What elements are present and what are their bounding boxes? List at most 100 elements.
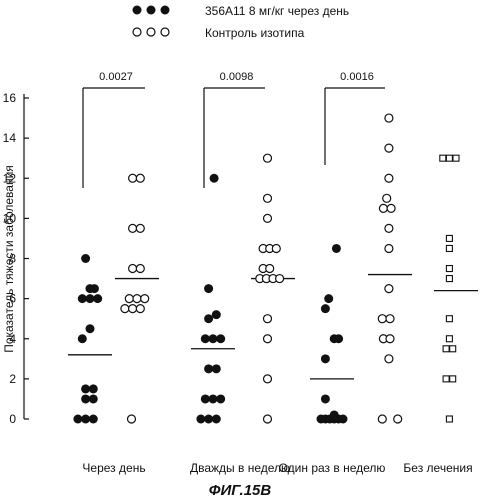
data-point-square <box>446 235 452 241</box>
data-point-square <box>446 276 452 282</box>
category-label: Через день <box>82 461 145 475</box>
data-point-square <box>450 376 456 382</box>
y-tick-label: 4 <box>9 332 16 346</box>
data-point-open <box>379 204 387 212</box>
data-point-filled <box>204 364 213 373</box>
data-point-filled <box>334 334 343 343</box>
data-point-open <box>264 214 272 222</box>
legend-item-control: Контроль изотипа <box>133 26 305 40</box>
data-point-filled <box>209 334 218 343</box>
data-point-open <box>264 315 272 323</box>
category-labels: Через деньДважды в неделюОдин раз в неде… <box>82 461 472 475</box>
data-point-open <box>385 174 393 182</box>
data-point-open <box>141 295 149 303</box>
p-value-label: 0.0027 <box>99 71 133 83</box>
p-value-label: 0.0016 <box>340 71 374 83</box>
data-point-filled <box>321 304 330 313</box>
data-point-filled <box>209 394 218 403</box>
legend-label-control: Контроль изотипа <box>205 26 305 40</box>
data-point-open <box>385 144 393 152</box>
data-point-open <box>385 114 393 122</box>
data-point-open <box>136 174 144 182</box>
data-point-filled <box>212 310 221 319</box>
data-point-open <box>129 174 137 182</box>
data-point-open <box>394 415 402 423</box>
data-points <box>73 114 459 423</box>
data-point-open <box>386 315 394 323</box>
data-point-square <box>443 346 449 352</box>
data-point-filled <box>204 284 213 293</box>
y-tick-label: 6 <box>9 292 16 306</box>
data-point-filled <box>204 314 213 323</box>
legend-open-circle-3 <box>161 28 169 36</box>
data-point-open <box>264 375 272 383</box>
data-point-filled <box>196 415 205 424</box>
y-tick-label: 16 <box>3 91 17 105</box>
data-point-filled <box>89 415 98 424</box>
data-point-filled <box>212 364 221 373</box>
data-point-open <box>386 335 394 343</box>
data-point-filled <box>324 294 333 303</box>
data-point-filled <box>212 415 221 424</box>
data-point-open <box>385 355 393 363</box>
data-point-square <box>450 346 456 352</box>
data-point-filled <box>90 284 99 293</box>
data-point-filled <box>93 294 102 303</box>
data-point-filled <box>216 334 225 343</box>
data-point-filled <box>86 294 95 303</box>
y-tick-label: 10 <box>3 211 17 225</box>
category-label: Один раз в неделю <box>279 461 386 475</box>
data-point-open <box>136 265 144 273</box>
category-label: Без лечения <box>403 461 472 475</box>
legend-label-treated: 356А11 8 мг/кг через день <box>205 4 349 18</box>
data-point-filled <box>89 384 98 393</box>
legend-item-treated: 356А11 8 мг/кг через день <box>133 4 350 18</box>
data-point-open <box>125 295 133 303</box>
data-point-open <box>129 224 137 232</box>
data-point-filled <box>210 174 219 183</box>
data-point-square <box>443 376 449 382</box>
legend-filled-circle-2 <box>147 6 156 15</box>
data-point-filled <box>81 254 90 263</box>
data-point-open <box>264 415 272 423</box>
data-point-filled <box>78 294 87 303</box>
data-point-open <box>264 154 272 162</box>
legend-open-circle-2 <box>147 28 155 36</box>
data-point-open <box>385 244 393 252</box>
data-point-open <box>378 315 386 323</box>
data-point-open <box>385 224 393 232</box>
data-point-open <box>129 305 137 313</box>
data-point-open <box>264 194 272 202</box>
data-point-square <box>440 155 446 161</box>
data-point-open <box>129 265 137 273</box>
data-point-open <box>378 415 386 423</box>
data-point-filled <box>321 394 330 403</box>
data-point-open <box>136 224 144 232</box>
chart-legend: 356А11 8 мг/кг через день Контроль изоти… <box>133 4 350 40</box>
data-point-filled <box>321 354 330 363</box>
data-point-open <box>276 275 284 283</box>
data-point-square <box>446 336 452 342</box>
data-point-filled <box>73 415 82 424</box>
data-point-filled <box>86 324 95 333</box>
data-point-filled <box>339 415 348 424</box>
y-tick-label: 14 <box>3 131 17 145</box>
data-point-square <box>453 155 459 161</box>
legend-filled-circle-1 <box>133 6 142 15</box>
data-point-open <box>264 335 272 343</box>
data-point-square <box>446 416 452 422</box>
data-point-open <box>136 305 144 313</box>
data-point-open <box>128 415 136 423</box>
significance-brackets: 0.00270.00980.0016 <box>83 71 385 188</box>
data-point-filled <box>332 244 341 253</box>
data-point-square <box>446 155 452 161</box>
data-point-open <box>387 204 395 212</box>
data-point-open <box>383 194 391 202</box>
data-point-open <box>385 285 393 293</box>
y-tick-label: 0 <box>9 412 16 426</box>
data-point-filled <box>89 394 98 403</box>
data-point-filled <box>81 415 90 424</box>
data-point-square <box>446 245 452 251</box>
mean-lines <box>68 275 478 379</box>
